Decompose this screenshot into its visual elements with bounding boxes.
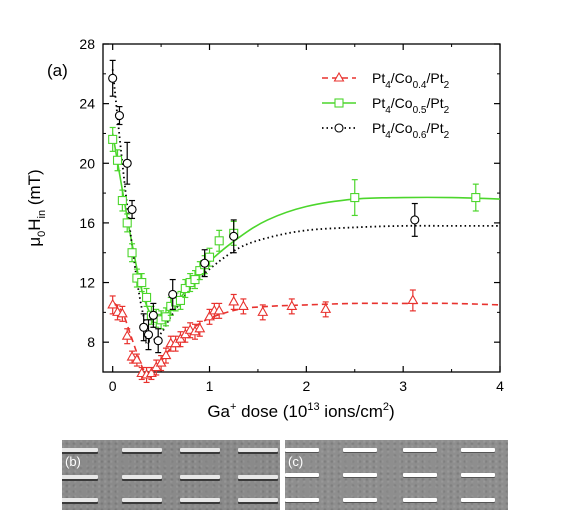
stripe-b [238,498,278,502]
x-axis-label: Ga+ dose (1013 ions/cm2) [207,401,394,421]
legend: Pt4/Co0.4/Pt2 Pt4/Co0.5/Pt2 Pt4/Co0.6/Pt2 [322,70,450,141]
annotation-label: b [145,336,151,347]
stripe-c [343,498,377,502]
stripe-c [285,473,319,477]
data-point-triangle [131,353,143,364]
stripe-c [343,473,377,477]
data-point-square [180,283,190,294]
data-point-circle [153,336,163,346]
data-point-circle [168,289,178,300]
data-point-triangle [228,295,240,306]
data-point-triangle [160,349,172,360]
stripe-b [122,498,162,502]
stripe-b [62,448,98,452]
y-tick-label: 20 [79,155,95,171]
inset-label-b: (b) [65,454,81,469]
data-point-square [350,193,360,203]
legend-marker-square [334,98,344,108]
data-point-circle [139,322,149,332]
data-point-square [204,252,215,262]
data-point-triangle [257,306,269,316]
fit-curve-circle [111,69,501,341]
data-point-triangle [126,350,138,361]
stripe-c [285,448,319,452]
data-point-triangle [121,330,133,340]
inset-label-c: (c) [288,454,304,469]
stripe-c [403,473,437,477]
stripe-b [238,448,278,452]
stripe-c [403,448,437,452]
stripe-b [62,475,98,479]
legend-marker-circle [334,123,344,133]
y-tick-label: 16 [79,215,95,231]
data-point-triangle [155,356,167,367]
data-point-circle [200,258,210,268]
stripe-b [180,475,220,479]
inset-panel-c: (c) [285,440,508,510]
stripe-b [122,448,162,452]
data-point-square [142,292,152,303]
x-tick-label: 3 [399,378,407,394]
x-tick-label: 0 [109,378,117,394]
data-point-square [195,266,205,276]
stripe-c [343,448,377,452]
inset-panel-b: (b) [62,440,280,510]
stripe-b [238,475,278,479]
data-point-circle [108,73,118,83]
x-tick-label: 4 [496,378,504,394]
data-point-triangle [320,303,332,313]
data-point-square [214,236,224,246]
legend-label: Pt4/Co0.6/Pt2 [372,120,450,141]
data-point-circle [410,215,420,225]
y-axis-label: μ0Hin (mT) [25,169,48,246]
data-point-circle [127,204,137,215]
x-tick-label: 2 [302,378,310,394]
stripe-c [285,498,319,502]
data-point-circle [229,231,239,241]
stripe-c [461,498,495,502]
y-tick-label: 28 [79,36,95,52]
data-point-triangle [194,322,206,333]
y-tick-label: 8 [87,334,95,350]
data-point-square [112,155,123,165]
data-point-square [122,218,132,228]
panel-label-a: (a) [47,61,68,80]
data-point-triangle [286,300,298,310]
stripe-b [180,448,220,452]
stripe-b [62,498,98,502]
legend-label: Pt4/Co0.5/Pt2 [372,95,450,116]
data-point-square [137,277,147,288]
y-tick-label: 24 [79,96,95,112]
data-point-triangle [213,304,225,315]
legend-label: Pt4/Co0.4/Pt2 [372,70,450,91]
data-points: b [107,59,481,384]
x-tick-label: 1 [206,378,214,394]
data-point-triangle [116,307,128,318]
data-point-triangle [237,300,249,310]
data-point-square [108,134,118,144]
stripe-b [180,498,220,502]
data-point-square [175,295,186,305]
legend-marker-triangle [333,71,345,82]
data-point-circle [148,310,158,320]
stripe-c [461,448,495,452]
data-point-circle [114,111,125,121]
y-tick-label: 12 [79,275,95,291]
fit-curves [111,69,501,375]
plot-frame [102,43,501,373]
data-point-triangle [107,298,119,309]
stripe-b [122,475,162,479]
data-point-square [127,248,137,258]
data-point-circle [122,158,132,168]
data-point-square [161,312,171,322]
stripe-c [461,473,495,477]
data-point-circle [143,330,154,340]
data-point-square [471,193,481,203]
data-point-triangle [407,294,419,304]
stripe-c [403,498,437,502]
data-point-square [117,195,127,206]
